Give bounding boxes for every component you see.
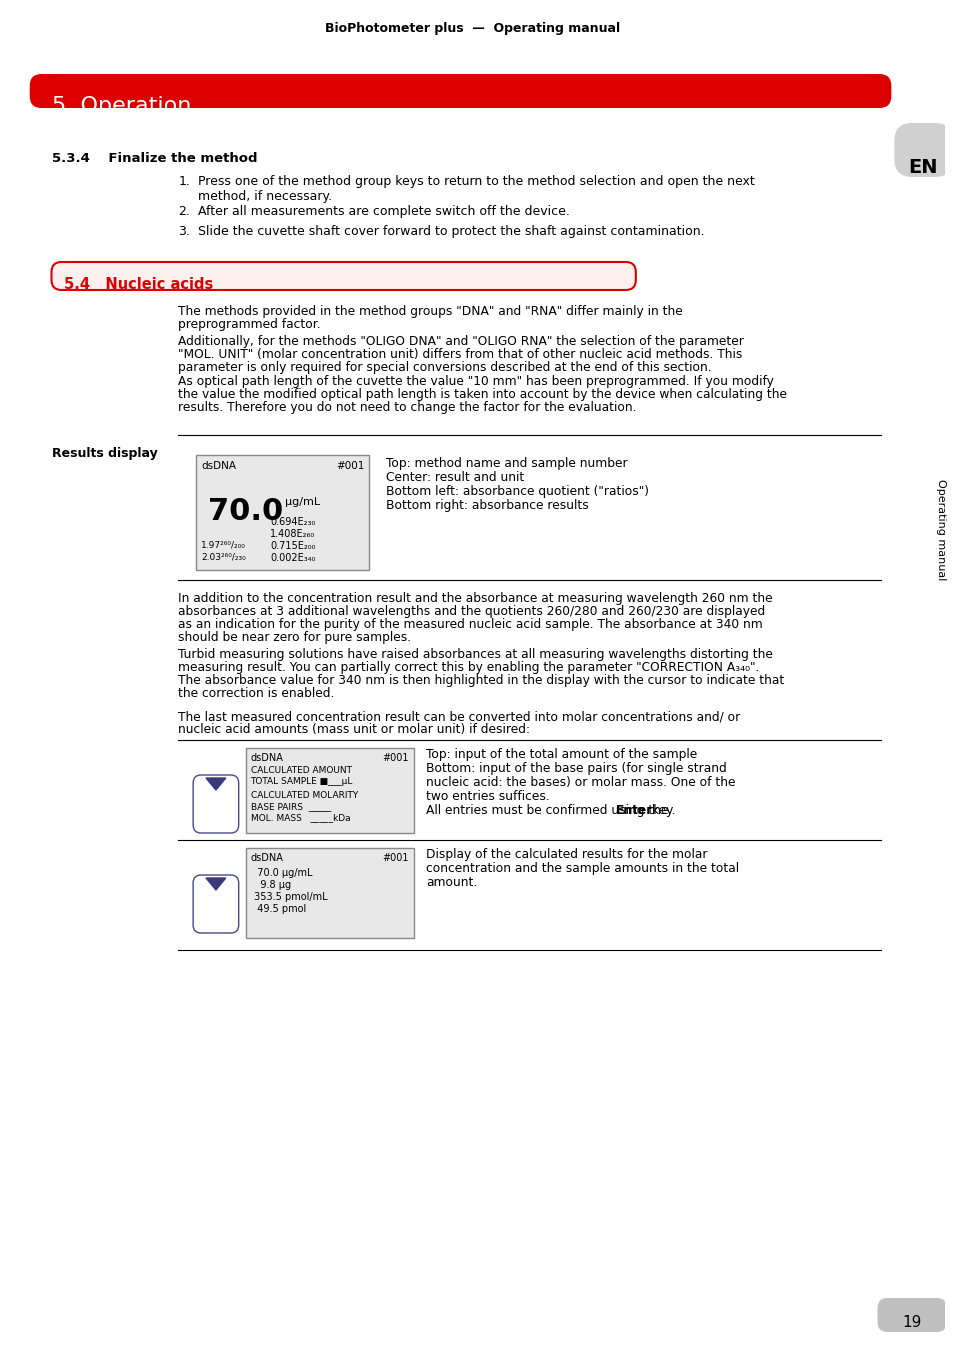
Text: 0.694E₂₃₀: 0.694E₂₃₀ [270, 517, 315, 526]
Text: absorbances at 3 additional wavelengths and the quotients 260/280 and 260/230 ar: absorbances at 3 additional wavelengths … [178, 605, 764, 618]
Polygon shape [206, 778, 226, 790]
Text: CALCULATED AMOUNT: CALCULATED AMOUNT [251, 765, 352, 775]
Text: The methods provided in the method groups "DNA" and "RNA" differ mainly in the: The methods provided in the method group… [178, 305, 682, 319]
FancyBboxPatch shape [193, 775, 238, 833]
Text: EN: EN [907, 158, 937, 177]
Text: CALCULATED MOLARITY: CALCULATED MOLARITY [251, 791, 357, 801]
Text: 49.5 pmol: 49.5 pmol [251, 904, 306, 914]
Text: 19: 19 [902, 1315, 921, 1330]
FancyBboxPatch shape [877, 1297, 945, 1332]
Text: Turbid measuring solutions have raised absorbances at all measuring wavelengths : Turbid measuring solutions have raised a… [178, 648, 772, 662]
Text: After all measurements are complete switch off the device.: After all measurements are complete swit… [198, 205, 569, 217]
Text: two entries suffices.: two entries suffices. [425, 790, 549, 803]
Text: 353.5 pmol/mL: 353.5 pmol/mL [251, 892, 327, 902]
Text: MOL. MASS   _____kDa: MOL. MASS _____kDa [251, 813, 350, 822]
Text: All entries must be confirmed using the: All entries must be confirmed using the [425, 805, 672, 817]
Text: 5.4   Nucleic acids: 5.4 Nucleic acids [64, 277, 213, 292]
Text: TOTAL SAMPLE ■___μL: TOTAL SAMPLE ■___μL [251, 778, 353, 786]
Text: Bottom left: absorbance quotient ("ratios"): Bottom left: absorbance quotient ("ratio… [386, 485, 649, 498]
Text: 1.: 1. [178, 176, 190, 188]
Text: Top: input of the total amount of the sample: Top: input of the total amount of the sa… [425, 748, 697, 761]
Text: μg/mL: μg/mL [285, 497, 320, 508]
Text: parameter is only required for special conversions described at the end of this : parameter is only required for special c… [178, 360, 711, 374]
Text: 5.3.4    Finalize the method: 5.3.4 Finalize the method [51, 153, 256, 165]
Text: Enter: Enter [616, 805, 653, 817]
Text: preprogrammed factor.: preprogrammed factor. [178, 319, 320, 331]
Text: 1.408E₂₆₀: 1.408E₂₆₀ [270, 529, 315, 539]
FancyBboxPatch shape [30, 74, 890, 108]
Text: 9.8 μg: 9.8 μg [251, 880, 291, 890]
Text: nucleic acid: the bases) or molar mass. One of the: nucleic acid: the bases) or molar mass. … [425, 776, 735, 788]
FancyBboxPatch shape [51, 262, 636, 290]
Text: nucleic acid amounts (mass unit or molar unit) if desired:: nucleic acid amounts (mass unit or molar… [178, 724, 530, 736]
Text: the value the modified optical path length is taken into account by the device w: the value the modified optical path leng… [178, 387, 786, 401]
Text: Top: method name and sample number: Top: method name and sample number [386, 458, 627, 470]
Text: Press one of the method group keys to return to the method selection and open th: Press one of the method group keys to re… [198, 176, 754, 188]
Text: concentration and the sample amounts in the total: concentration and the sample amounts in … [425, 863, 739, 875]
Text: 5  Operation: 5 Operation [51, 96, 191, 116]
FancyBboxPatch shape [245, 848, 414, 938]
Text: #001: #001 [335, 460, 364, 471]
Text: as an indication for the purity of the measured nucleic acid sample. The absorba: as an indication for the purity of the m… [178, 618, 762, 630]
Text: As optical path length of the cuvette the value "10 mm" has been preprogrammed. : As optical path length of the cuvette th… [178, 375, 773, 387]
Text: Slide the cuvette shaft cover forward to protect the shaft against contamination: Slide the cuvette shaft cover forward to… [198, 225, 704, 238]
Text: key.: key. [647, 805, 675, 817]
Text: Results display: Results display [51, 447, 157, 460]
Text: Operating manual: Operating manual [935, 479, 944, 580]
FancyBboxPatch shape [245, 748, 414, 833]
Text: dsDNA: dsDNA [201, 460, 235, 471]
Polygon shape [206, 878, 226, 890]
Text: Additionally, for the methods "OLIGO DNA" and "OLIGO RNA" the selection of the p: Additionally, for the methods "OLIGO DNA… [178, 335, 743, 348]
FancyBboxPatch shape [193, 875, 238, 933]
Text: amount.: amount. [425, 876, 476, 890]
Text: BASE PAIRS  _____: BASE PAIRS _____ [251, 802, 331, 811]
FancyBboxPatch shape [196, 455, 369, 570]
Text: 70.0 μg/mL: 70.0 μg/mL [251, 868, 312, 878]
Text: should be near zero for pure samples.: should be near zero for pure samples. [178, 630, 411, 644]
Text: 3.: 3. [178, 225, 190, 238]
FancyBboxPatch shape [893, 123, 952, 177]
Text: The last measured concentration result can be converted into molar concentration: The last measured concentration result c… [178, 710, 740, 724]
Text: 0.715E₂₀₀: 0.715E₂₀₀ [270, 541, 315, 551]
Text: method, if necessary.: method, if necessary. [198, 190, 332, 202]
Text: results. Therefore you do not need to change the factor for the evaluation.: results. Therefore you do not need to ch… [178, 401, 636, 414]
Text: 2.: 2. [178, 205, 190, 217]
Text: the correction is enabled.: the correction is enabled. [178, 687, 335, 701]
Text: The absorbance value for 340 nm is then highlighted in the display with the curs: The absorbance value for 340 nm is then … [178, 674, 783, 687]
Text: dsDNA: dsDNA [251, 853, 283, 863]
Text: dsDNA: dsDNA [251, 753, 283, 763]
Text: 1.97²⁶⁰/₂₀₀: 1.97²⁶⁰/₂₀₀ [201, 541, 246, 549]
Text: 0.002E₃₄₀: 0.002E₃₄₀ [270, 554, 315, 563]
Text: measuring result. You can partially correct this by enabling the parameter "CORR: measuring result. You can partially corr… [178, 662, 759, 674]
Text: #001: #001 [382, 853, 409, 863]
Text: Bottom right: absorbance results: Bottom right: absorbance results [386, 500, 588, 512]
Text: Display of the calculated results for the molar: Display of the calculated results for th… [425, 848, 706, 861]
Text: In addition to the concentration result and the absorbance at measuring waveleng: In addition to the concentration result … [178, 593, 772, 605]
Text: BioPhotometer plus  —  Operating manual: BioPhotometer plus — Operating manual [325, 22, 619, 35]
Text: 2.03²⁶⁰/₂₃₀: 2.03²⁶⁰/₂₃₀ [201, 554, 246, 562]
Text: #001: #001 [382, 753, 409, 763]
Text: 70.0: 70.0 [208, 497, 283, 526]
Text: Center: result and unit: Center: result and unit [386, 471, 524, 485]
Text: "MOL. UNIT" (molar concentration unit) differs from that of other nucleic acid m: "MOL. UNIT" (molar concentration unit) d… [178, 348, 741, 360]
Text: Bottom: input of the base pairs (for single strand: Bottom: input of the base pairs (for sin… [425, 761, 726, 775]
